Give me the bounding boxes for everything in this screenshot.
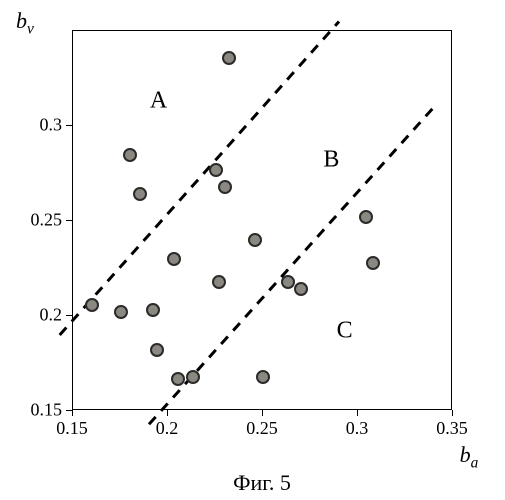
x-tick-mark [452, 410, 453, 416]
scatter-point [256, 370, 270, 384]
y-tick-label: 0.25 [31, 210, 63, 231]
scatter-point [123, 148, 137, 162]
region-label-a: A [150, 88, 167, 115]
y-tick-label: 0.15 [31, 400, 63, 421]
scatter-point [186, 370, 200, 384]
x-tick-label: 0.3 [346, 418, 369, 439]
figure: A B C bv ba Фиг. 5 0.15 0.2 0.25 0.3 0.35 0.15 0… [0, 0, 505, 500]
y-tick-mark [66, 315, 72, 316]
scatter-point [146, 303, 160, 317]
y-tick-mark [66, 410, 72, 411]
region-label-c: C [337, 318, 353, 345]
x-tick-label: 0.2 [156, 418, 179, 439]
scatter-point [85, 298, 99, 312]
scatter-point [222, 51, 236, 65]
scatter-point [171, 372, 185, 386]
dash-lines-layer [73, 31, 453, 411]
y-tick-mark [66, 125, 72, 126]
scatter-point [114, 305, 128, 319]
scatter-point [212, 275, 226, 289]
scatter-point [359, 210, 373, 224]
y-tick-label: 0.2 [40, 305, 63, 326]
figure-caption: Фиг. 5 [233, 470, 291, 496]
region-label-b: B [323, 147, 339, 174]
x-tick-label: 0.35 [436, 418, 468, 439]
x-axis-label: ba [460, 442, 479, 472]
y-tick-label: 0.3 [40, 115, 63, 136]
y-axis-label: bv [16, 8, 34, 38]
scatter-point [150, 343, 164, 357]
plot-area: A B C [72, 30, 452, 410]
y-tick-mark [66, 220, 72, 221]
x-tick-mark [262, 410, 263, 416]
x-tick-mark [72, 410, 73, 416]
scatter-point [248, 233, 262, 247]
scatter-point [366, 256, 380, 270]
scatter-point [209, 163, 223, 177]
scatter-point [294, 282, 308, 296]
scatter-point [218, 180, 232, 194]
x-tick-label: 0.25 [246, 418, 278, 439]
scatter-point [281, 275, 295, 289]
x-tick-mark [357, 410, 358, 416]
x-tick-mark [167, 410, 168, 416]
scatter-point [133, 187, 147, 201]
x-tick-label: 0.15 [56, 418, 88, 439]
scatter-point [167, 252, 181, 266]
